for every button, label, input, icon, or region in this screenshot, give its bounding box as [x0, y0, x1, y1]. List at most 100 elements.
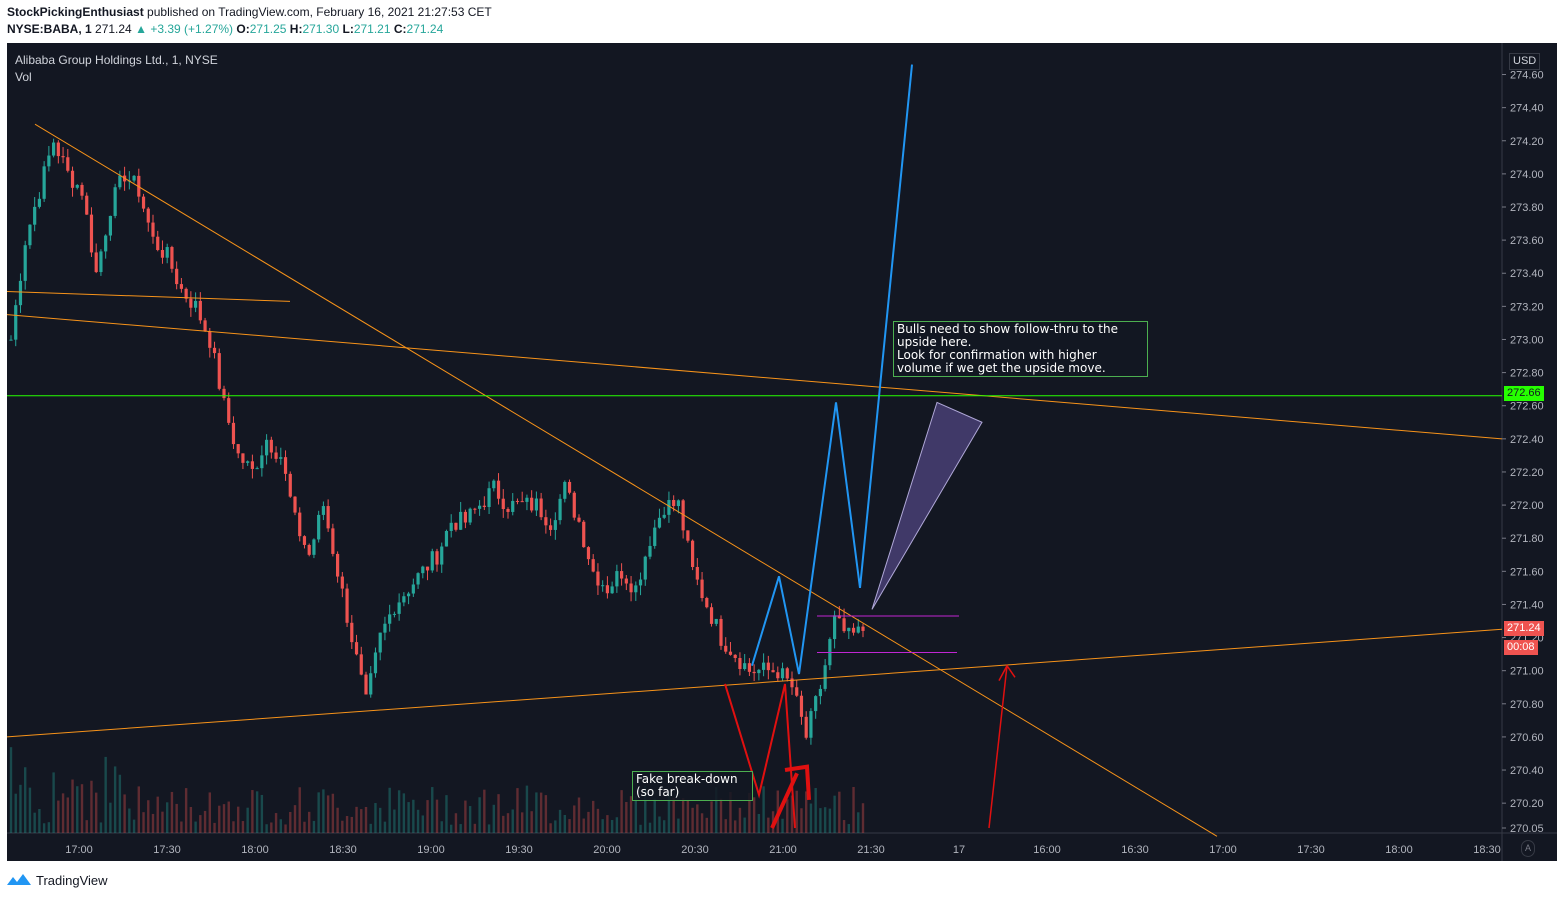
volume-bar: [819, 808, 822, 833]
volume-bar: [284, 824, 287, 833]
volume-bar: [71, 779, 74, 833]
bulls-note[interactable]: Bulls need to show follow-thru to the up…: [893, 321, 1148, 377]
candle-body: [804, 716, 808, 738]
volume-bar: [407, 802, 410, 833]
candle-body: [407, 593, 411, 597]
volume-bar: [601, 819, 604, 833]
high-label: H:: [289, 22, 303, 36]
candle-body: [567, 481, 572, 493]
volume-bar: [360, 809, 363, 833]
volume-bar: [194, 821, 197, 833]
candle-body: [208, 331, 212, 348]
volume-bar: [497, 794, 500, 833]
symbol-label: NYSE:BABA, 1: [7, 22, 92, 36]
candlestick-chart[interactable]: 274.60 274.40 274.20 274.00 273.80 273.60 273.…: [7, 43, 1557, 861]
candle-body: [359, 654, 363, 675]
volume-bar: [156, 796, 159, 833]
volume-bar: [492, 804, 495, 833]
upper-trendline: [7, 314, 1503, 440]
author-name[interactable]: StockPickingEnthusiast: [7, 5, 144, 19]
candle-body: [534, 498, 538, 511]
volume-bar: [364, 806, 368, 833]
volume-bar: [118, 774, 122, 833]
footer: TradingView: [7, 870, 108, 890]
volume-bar: [700, 813, 704, 833]
volume-bar: [757, 813, 761, 833]
volume-bar: [805, 791, 808, 833]
volume-bar: [431, 787, 434, 833]
volume-bar: [66, 797, 69, 833]
resistance-price-badge: 272.66: [1504, 386, 1544, 401]
tradingview-logo-icon[interactable]: [7, 873, 31, 887]
candle-body: [430, 551, 434, 571]
candle-body: [141, 196, 146, 209]
price-tick-label: 270.05: [1510, 823, 1544, 835]
fake-breakdown-line: Fake break-down: [636, 772, 738, 786]
volume-bar: [241, 821, 245, 833]
price-tick-label: 271.60: [1510, 566, 1544, 578]
time-tick-label: 17:30: [153, 844, 181, 856]
price-tick-label: 273.00: [1510, 334, 1544, 346]
candle-body: [501, 498, 505, 510]
candle-body: [340, 576, 344, 589]
time-tick-label: 17:00: [65, 844, 93, 856]
ohlc-line: NYSE:BABA, 1 271.24 ▲ +3.39 (+1.27%) O:2…: [7, 21, 492, 38]
candle-body: [762, 662, 766, 670]
volume-bar: [861, 803, 865, 833]
volume-bar: [180, 821, 183, 833]
candle-body: [530, 497, 534, 511]
volume-bar: [696, 804, 699, 833]
descending-trendline: [34, 123, 1218, 837]
candle-body: [260, 455, 264, 469]
fake-breakdown-note[interactable]: Fake break-down (so far): [632, 771, 753, 801]
time-tick-label: 19:30: [505, 844, 533, 856]
tradingview-brand[interactable]: TradingView: [36, 872, 108, 888]
chart-pane[interactable]: 274.60 274.40 274.20 274.00 273.80 273.60 273.…: [7, 43, 1557, 861]
volume-bar: [416, 809, 420, 833]
volume-bar: [620, 790, 623, 833]
volume-bar: [663, 820, 666, 833]
volume-bar: [795, 790, 798, 833]
candle-body: [70, 170, 75, 188]
candle-body: [596, 571, 600, 586]
candle-body: [638, 579, 643, 586]
volume-bar: [615, 817, 619, 833]
price-tick-label: 274.40: [1510, 103, 1544, 115]
candle-body: [629, 583, 633, 593]
candle-body: [269, 439, 273, 453]
candle-body: [94, 252, 98, 273]
last-price: 271.24: [95, 22, 132, 36]
candle-body: [203, 320, 207, 332]
volume-bar: [738, 807, 742, 833]
volume-bar: [208, 792, 211, 833]
volume-bar: [752, 797, 756, 833]
time-tick-label: 21:00: [769, 844, 797, 856]
currency-label[interactable]: USD: [1509, 53, 1541, 70]
candle-body: [525, 497, 529, 502]
candle-body: [856, 626, 860, 633]
candle-body: [605, 585, 609, 594]
candle-body: [818, 688, 822, 697]
price-tick-label: 271.00: [1510, 666, 1544, 678]
volume-bar: [24, 767, 27, 833]
candle-body: [47, 155, 51, 167]
price-tick-label: 272.20: [1510, 467, 1544, 479]
auto-scale-button[interactable]: A: [1521, 840, 1536, 857]
candle-body: [790, 678, 794, 688]
time-tick-label: 16:30: [1121, 844, 1149, 856]
last-price-badge: 271.24: [1504, 621, 1544, 636]
volume-bar: [563, 814, 566, 833]
published-text: published on TradingView.com, February 1…: [147, 5, 492, 19]
open-label: O:: [236, 22, 250, 36]
volume-bar: [568, 819, 571, 833]
candle-body: [85, 195, 89, 215]
candle-body: [667, 499, 671, 515]
volume-bar: [203, 810, 207, 833]
short-trendline: [7, 290, 291, 302]
price-tick-label: 272.00: [1510, 500, 1544, 512]
candle-body: [118, 175, 122, 188]
candle-body: [113, 187, 117, 216]
volume-bar: [483, 789, 486, 833]
candle-body: [705, 598, 709, 608]
price-tick-label: 270.80: [1510, 699, 1544, 711]
